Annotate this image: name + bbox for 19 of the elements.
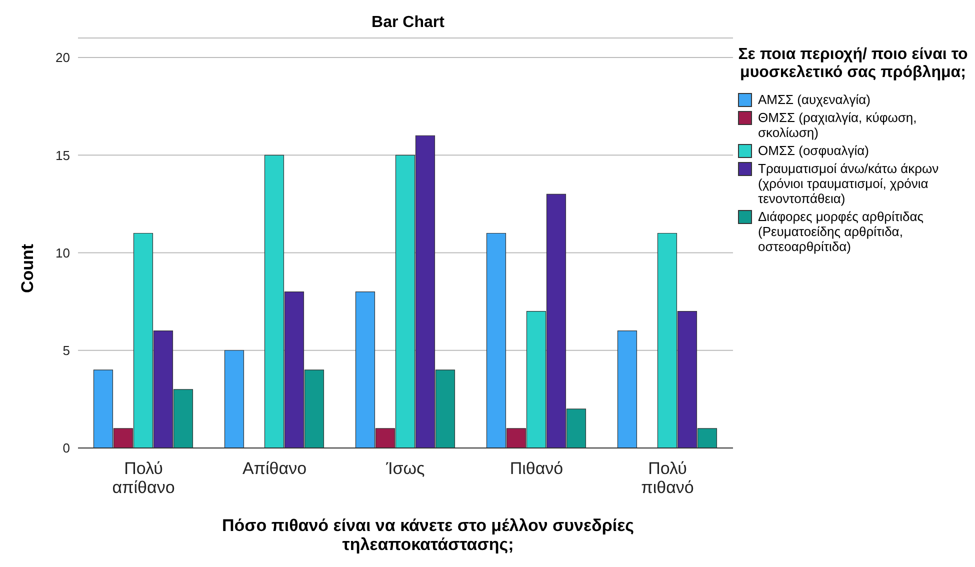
chart-title: Bar Chart <box>370 14 446 32</box>
x-tick-label: Πιθανό <box>510 459 564 478</box>
y-tick-label: 15 <box>56 148 70 163</box>
y-tick-label: 20 <box>56 50 70 66</box>
y-tick-label: 0 <box>62 440 70 456</box>
legend-label: Τραυματισμοί άνω/κάτω άκρων (χρόνιοι τραυματισμοί, χρόνια τενοντοπάθεια) <box>758 161 940 206</box>
x-tick-label: Πολύ πιθανό <box>641 459 694 497</box>
x-tick-label: Απίθανο <box>242 459 307 478</box>
y-axis-title: Count <box>18 244 38 293</box>
x-axis-title: Πόσο πιθανό είναι να κάνετε στο μέλλον συνεδρίες τηλεαποκατάστασης; <box>220 516 636 554</box>
x-tick-label: Ίσως <box>385 459 425 478</box>
y-tick-label: 10 <box>56 245 70 260</box>
legend-label: ΘΜΣΣ (ραχιαλγία, κύφωση, σκολίωση) <box>758 110 918 140</box>
legend-label: ΑΜΣΣ (αυχεναλγία) <box>758 92 871 107</box>
y-tick-label: 5 <box>62 342 70 358</box>
x-tick-label: Πολύ απίθανο <box>112 459 175 497</box>
legend-label: Διάφορες μορφές αρθρίτιδας (Ρευματοείδης αρθρίτιδα, οστεοαρθρίτιδα) <box>758 209 924 254</box>
legend-label: ΟΜΣΣ (οσφυαλγία) <box>758 143 869 158</box>
legend-title: Σε ποια περιοχή/ ποιο είναι το μυοσκελετικό σας πρόβλημα; <box>738 46 968 82</box>
